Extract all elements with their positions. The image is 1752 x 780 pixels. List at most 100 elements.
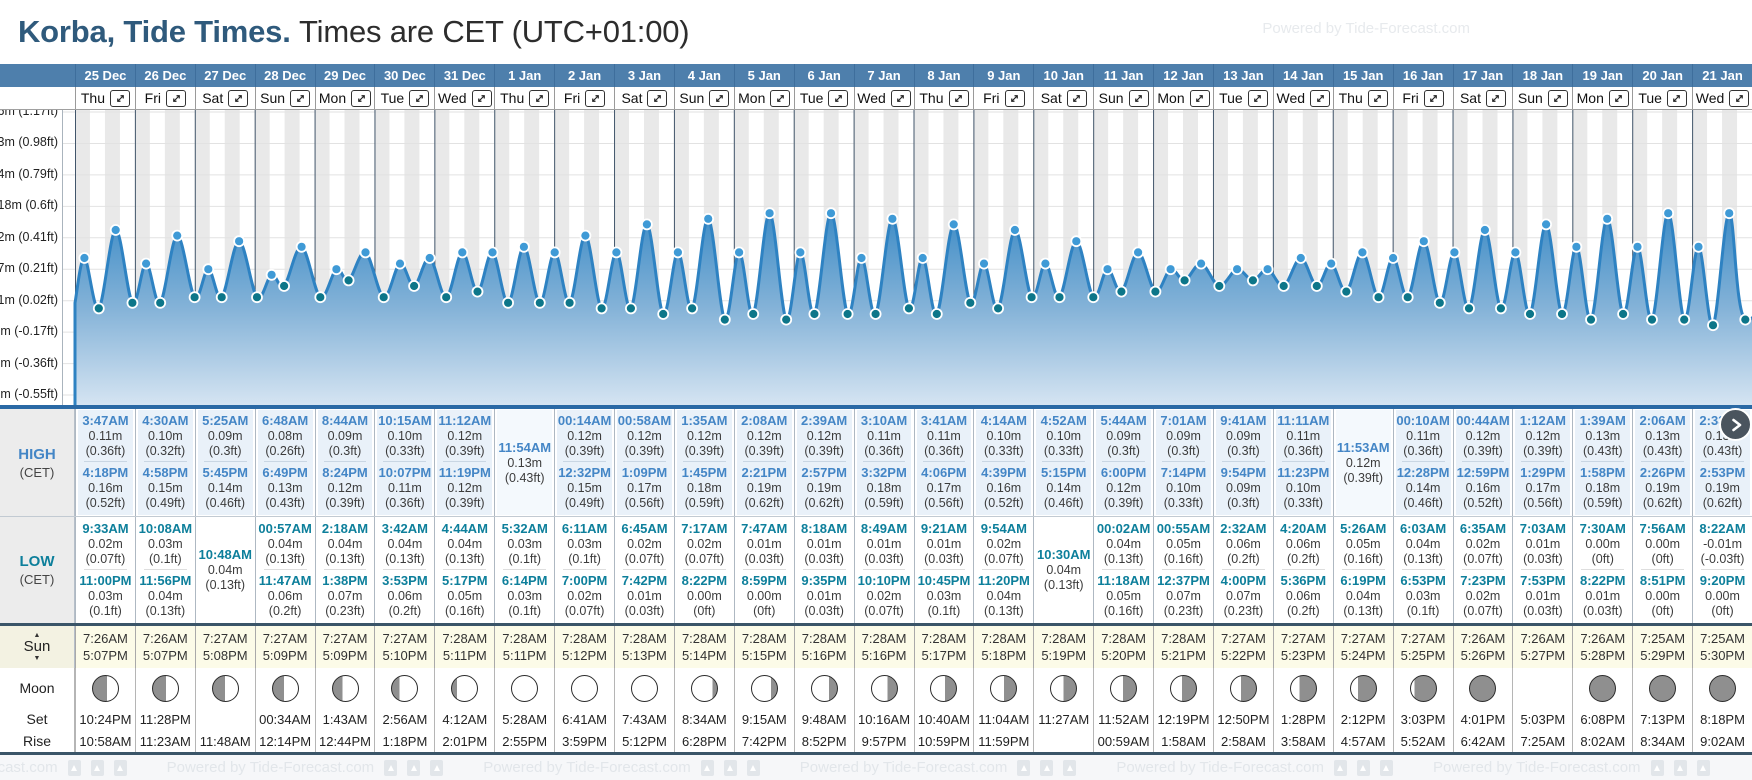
moon-row-label: Moon — [0, 668, 75, 708]
expand-day-button[interactable] — [647, 89, 668, 107]
expand-day-button[interactable] — [166, 89, 186, 107]
tide-time: 6:48AM — [261, 413, 309, 428]
tide-time: 1:38PM — [322, 573, 368, 588]
expand-day-button[interactable] — [228, 89, 249, 107]
tide-height-ft: (0.13ft) — [1403, 552, 1443, 566]
tide-entry: 6:49PM 0.13m (0.43ft) — [258, 462, 313, 513]
moonrise-cell: 2:58AM — [1212, 730, 1273, 752]
tide-time: 11:53AM — [1336, 439, 1390, 455]
moonrise-cell: 00:59AM — [1093, 730, 1153, 752]
date-cell: 18 Jan — [1512, 64, 1572, 87]
expand-day-button[interactable] — [1666, 89, 1687, 107]
low-tide-cell: 3:42AM 0.04m (0.13ft) 3:53PM 0.06m (0.2ft) — [374, 517, 434, 623]
expand-day-button[interactable] — [290, 89, 311, 107]
expand-day-button[interactable] — [890, 89, 911, 107]
tide-entry: 9:21AM 0.01m (0.03ft) — [917, 518, 972, 569]
expand-day-button[interactable] — [828, 89, 849, 107]
expand-day-button[interactable] — [351, 89, 372, 107]
expand-day-button[interactable] — [770, 89, 791, 107]
expand-day-button[interactable] — [409, 89, 430, 107]
tide-height-ft: (0.03ft) — [924, 552, 964, 566]
tide-entry: 9:33AM 0.02m (0.07ft) — [78, 518, 133, 569]
tide-height-ft: (0.36ft) — [1403, 444, 1443, 458]
expand-day-button[interactable] — [948, 89, 969, 107]
expand-day-button[interactable] — [709, 89, 730, 107]
low-tide-cell: 8:18AM 0.01m (0.03ft) 9:35PM 0.01m (0.03ft) — [793, 517, 854, 623]
date-cell: 31 Dec — [434, 64, 494, 87]
moonset-cell: 11:28PM — [134, 708, 195, 730]
next-page-button[interactable] — [1719, 408, 1752, 441]
tide-height-m: 0.04m — [387, 537, 423, 551]
tide-time: 5:26AM — [1340, 521, 1387, 536]
day-cell: Mon — [314, 87, 375, 109]
low-tide-cell: 7:47AM 0.01m (0.03ft) 8:59PM 0.00m (0ft) — [733, 517, 794, 623]
y-axis-label: -0.05m (-0.17ft) — [0, 324, 60, 340]
day-cell: Sun — [673, 87, 734, 109]
sun-cell: 7:28AM 5:14PM — [673, 626, 734, 668]
tide-height-m: 0.01m — [627, 589, 662, 603]
tide-chart: 0.36m (1.17ft)0.3m (0.98ft)0.24m (0.79ft… — [0, 104, 1752, 405]
expand-day-button[interactable] — [110, 89, 130, 107]
tide-entry: 1:35AM 0.12m (0.39ft) — [677, 410, 732, 461]
page-title-location: Korba, Tide Times. — [18, 14, 291, 49]
tide-entry: 3:42AM 0.04m (0.13ft) — [377, 518, 432, 569]
tide-time: 4:58PM — [142, 465, 189, 480]
expand-day-button[interactable] — [585, 89, 606, 107]
expand-day-button[interactable] — [1189, 89, 1210, 107]
tide-time: 9:21AM — [920, 521, 968, 536]
tide-height-ft: (0.03ft) — [864, 552, 904, 566]
tide-time: 9:33AM — [82, 521, 129, 536]
tide-height-ft: (0.3ft) — [328, 444, 362, 458]
tide-entry-divider — [1461, 461, 1505, 462]
expand-day-button[interactable] — [1004, 89, 1025, 107]
tide-height-ft: (0.1ft) — [1406, 604, 1440, 618]
y-axis-label: 0.18m (0.6ft) — [0, 198, 60, 214]
tide-entry: 4:39PM 0.16m (0.52ft) — [976, 462, 1031, 513]
tide-entry: 5:17PM 0.05m (0.16ft) — [437, 570, 492, 621]
expand-day-button[interactable] — [1247, 89, 1268, 107]
tide-height-ft: (0.13ft) — [1343, 604, 1383, 618]
expand-day-button[interactable] — [1729, 89, 1750, 107]
tide-height-ft: (0.43ft) — [1642, 444, 1683, 458]
tide-entry-divider — [922, 569, 966, 570]
expand-day-button[interactable] — [529, 89, 550, 107]
expand-day-button[interactable] — [1547, 89, 1568, 107]
tide-height-m: 0.13m — [507, 455, 543, 470]
high-tide-cell: 4:14AM 0.10m (0.33ft) 4:39PM 0.16m (0.52ft) — [973, 409, 1033, 516]
day-cell: Wed — [434, 87, 494, 109]
day-cell: Tue — [374, 87, 434, 109]
tide-time: 4:39PM — [981, 465, 1027, 480]
sunrise-time: 7:28AM — [921, 631, 967, 646]
tide-height-m: 0.07m — [327, 589, 363, 603]
expand-day-button[interactable] — [1485, 89, 1506, 107]
expand-day-button[interactable] — [1423, 89, 1444, 107]
day-cell: Tue — [1212, 87, 1273, 109]
tide-height-ft: (0.39ft) — [1103, 496, 1144, 510]
expand-day-button[interactable] — [1608, 89, 1629, 107]
expand-day-button[interactable] — [1310, 89, 1331, 107]
tide-height-m: 0.10m — [387, 429, 423, 443]
tide-time: 7:14PM — [1160, 465, 1207, 480]
moonrise-cell: 2:55PM — [494, 730, 554, 752]
expand-day-button[interactable] — [1066, 89, 1087, 107]
expand-day-button[interactable] — [1367, 89, 1388, 107]
tide-height-ft: (0.03ft) — [804, 604, 844, 618]
tide-entry-divider — [323, 461, 367, 462]
tide-height-m: 0.00m — [1585, 537, 1621, 551]
moonrise-cell: 7:25AM — [1512, 730, 1572, 752]
tide-entry: 7:42PM 0.01m (0.03ft) — [617, 570, 672, 621]
expand-day-button[interactable] — [471, 89, 492, 107]
tide-time: 1:09PM — [621, 465, 668, 480]
tide-entry-divider — [1341, 569, 1385, 570]
low-tide-cell: 9:33AM 0.02m (0.07ft) 11:00PM 0.03m (0.1ft) — [75, 517, 135, 623]
moon-label: Moon — [19, 680, 55, 696]
tide-entry: 2:39AM 0.12m (0.39ft) — [797, 410, 852, 461]
date-cell: 7 Jan — [853, 64, 914, 87]
arrow-icon — [1040, 759, 1054, 776]
expand-day-button[interactable] — [1128, 89, 1149, 107]
tide-entry: 7:30AM 0.00m (0ft) — [1575, 518, 1630, 569]
tide-entry: 7:14PM 0.10m (0.33ft) — [1156, 462, 1211, 513]
tide-entry-divider — [143, 461, 187, 462]
moon-phase-icon — [91, 674, 119, 702]
tide-height-ft: (0ft) — [1651, 604, 1674, 618]
